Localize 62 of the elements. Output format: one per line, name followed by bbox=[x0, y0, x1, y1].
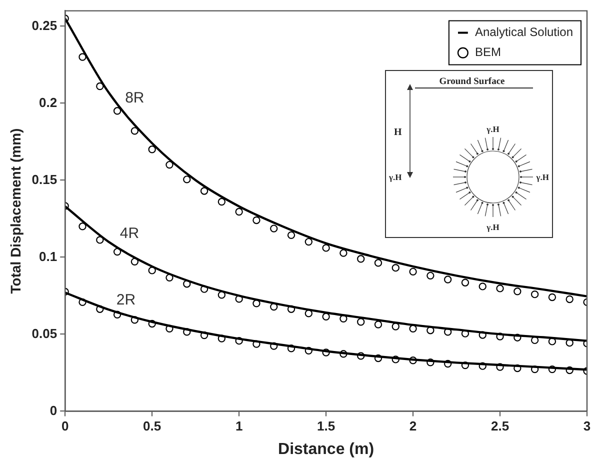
point bbox=[130, 127, 139, 135]
x-tick-label: 1.5 bbox=[317, 418, 336, 434]
x-tick-label: 3 bbox=[583, 418, 591, 434]
point bbox=[426, 272, 434, 280]
point bbox=[340, 249, 348, 257]
point bbox=[252, 216, 260, 224]
point bbox=[113, 107, 122, 115]
point bbox=[356, 255, 365, 263]
point bbox=[356, 318, 365, 326]
legend-label: Analytical Solution bbox=[474, 25, 574, 40]
point bbox=[235, 208, 243, 216]
y-tick-label: 0.15 bbox=[32, 172, 58, 187]
x-tick-label: 2.5 bbox=[490, 418, 510, 434]
annotation: γ.H bbox=[388, 172, 402, 182]
point bbox=[183, 176, 191, 184]
point bbox=[78, 53, 86, 61]
point bbox=[96, 82, 104, 90]
x-tick-label: 0 bbox=[61, 418, 69, 434]
point bbox=[200, 187, 208, 195]
point bbox=[374, 320, 382, 328]
point bbox=[409, 268, 417, 276]
point bbox=[304, 238, 313, 246]
point bbox=[322, 312, 330, 320]
y-tick-label: 0 bbox=[50, 402, 58, 418]
annotation: H bbox=[394, 127, 402, 138]
point bbox=[392, 322, 400, 330]
point bbox=[496, 284, 504, 292]
point bbox=[409, 324, 417, 333]
y-tick-label: 0.05 bbox=[32, 326, 58, 341]
point bbox=[444, 276, 452, 284]
point bbox=[461, 278, 470, 286]
point bbox=[78, 222, 86, 230]
point bbox=[374, 259, 382, 267]
annotation: 4R bbox=[120, 225, 140, 242]
y-axis-title: Total Displacement (mm) bbox=[7, 128, 24, 294]
x-tick-label: 0.5 bbox=[143, 418, 162, 434]
point bbox=[287, 231, 296, 240]
point bbox=[514, 288, 522, 296]
annotation: γ.H bbox=[535, 172, 550, 182]
point bbox=[130, 258, 139, 266]
x-axis-title: Distance (m) bbox=[278, 440, 374, 458]
point bbox=[566, 295, 574, 304]
point bbox=[392, 264, 400, 272]
point bbox=[218, 198, 226, 206]
point bbox=[166, 160, 174, 169]
annotation: γ.H bbox=[486, 124, 500, 134]
point bbox=[548, 293, 556, 302]
y-tick-label: 0.1 bbox=[39, 248, 58, 264]
point bbox=[148, 146, 156, 154]
annotation: Ground Surface bbox=[439, 77, 505, 87]
annotation: 8R bbox=[125, 90, 144, 107]
point bbox=[270, 224, 278, 232]
y-tick-label: 0.25 bbox=[32, 18, 58, 33]
y-tick-label: 0.2 bbox=[39, 94, 58, 110]
x-tick-label: 2 bbox=[409, 418, 417, 434]
point bbox=[530, 290, 539, 298]
legend-label: BEM bbox=[474, 45, 501, 60]
point bbox=[322, 244, 330, 252]
x-tick-label: 1 bbox=[235, 418, 243, 434]
annotation: γ.H bbox=[486, 222, 500, 232]
point bbox=[478, 282, 486, 290]
annotation: 2R bbox=[116, 291, 136, 308]
